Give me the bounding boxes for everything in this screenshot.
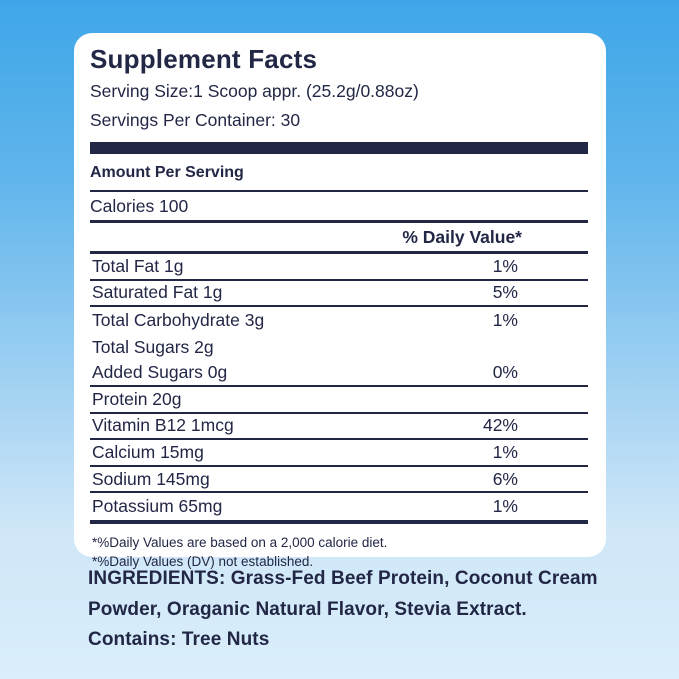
footnote-dv-not-established: *%Daily Values (DV) not established. bbox=[92, 554, 314, 570]
supplement-facts-panel: Supplement Facts Serving Size:1 Scoop ap… bbox=[74, 33, 606, 569]
servings-per-container: Servings Per Container: 30 bbox=[90, 110, 301, 130]
serving-size: Serving Size:1 Scoop appr. (25.2g/0.88oz… bbox=[90, 81, 419, 101]
nutrient-label: Calcium 15mg bbox=[92, 441, 204, 462]
nutrient-label: Added Sugars 0g bbox=[92, 362, 228, 383]
nutrient-daily-value: 5% bbox=[492, 282, 518, 303]
nutrient-table: Total Fat 1g 1% Saturated Fat 1g 5% Total Ca… bbox=[90, 254, 588, 520]
nutrient-row: Total Sugars 2g bbox=[90, 334, 588, 361]
nutrient-daily-value: 1% bbox=[492, 441, 518, 462]
nutrient-daily-value: 0% bbox=[492, 362, 518, 383]
nutrient-daily-value: 1% bbox=[492, 255, 518, 276]
nutrient-row: Vitamin B12 1mcg 42% bbox=[90, 414, 588, 441]
panel-title: Supplement Facts bbox=[90, 44, 318, 74]
calories-row: Calories 100 bbox=[90, 192, 588, 223]
footnotes: *%Daily Values are based on a 2,000 calo… bbox=[90, 533, 588, 572]
nutrient-row: Added Sugars 0g 0% bbox=[90, 360, 588, 387]
nutrient-row: Potassium 65mg 1% bbox=[90, 493, 588, 520]
nutrient-row: Protein 20g bbox=[90, 387, 588, 414]
nutrient-daily-value: 6% bbox=[492, 468, 518, 489]
nutrient-daily-value: 1% bbox=[492, 496, 518, 517]
table-bottom-bar bbox=[90, 519, 588, 524]
nutrient-label: Total Carbohydrate 3g bbox=[92, 309, 265, 330]
nutrient-row: Saturated Fat 1g 5% bbox=[90, 281, 588, 308]
nutrient-label: Potassium 65mg bbox=[92, 496, 223, 517]
nutrient-daily-value: 42% bbox=[482, 415, 518, 436]
nutrient-label: Sodium 145mg bbox=[92, 468, 210, 489]
nutrient-label: Protein 20g bbox=[92, 388, 182, 409]
nutrient-daily-value: 1% bbox=[492, 309, 518, 330]
nutrient-label: Saturated Fat 1g bbox=[92, 282, 223, 303]
nutrient-label: Total Sugars 2g bbox=[92, 336, 214, 357]
nutrient-row: Sodium 145mg 6% bbox=[90, 467, 588, 494]
daily-value-header: % Daily Value* bbox=[90, 223, 588, 254]
nutrient-row: Calcium 15mg 1% bbox=[90, 440, 588, 467]
nutrient-row: Total Fat 1g 1% bbox=[90, 254, 588, 281]
nutrient-label: Vitamin B12 1mcg bbox=[92, 415, 234, 436]
footnote-daily-values: *%Daily Values are based on a 2,000 calo… bbox=[92, 534, 388, 550]
amount-per-serving-heading: Amount Per Serving bbox=[90, 154, 588, 192]
ingredients-text: INGREDIENTS: Grass-Fed Beef Protein, Coc… bbox=[88, 568, 598, 650]
nutrient-label: Total Fat 1g bbox=[92, 255, 184, 276]
nutrient-row: Total Carbohydrate 3g 1% bbox=[90, 307, 588, 334]
header-separator-bar bbox=[90, 142, 588, 154]
